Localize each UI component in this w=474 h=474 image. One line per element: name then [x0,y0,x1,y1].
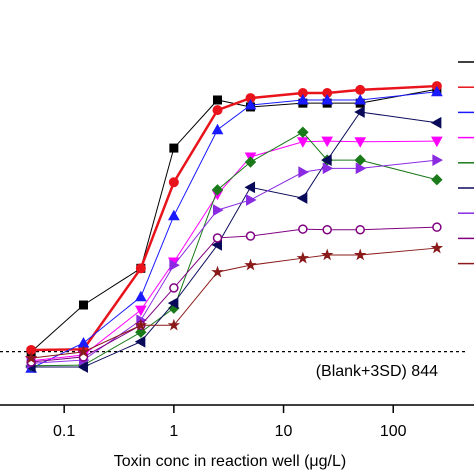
x-tick-label: 10 [275,423,293,440]
marker [430,241,444,254]
marker [321,154,332,166]
x-axis-label: Toxin conc in reaction well (μg/L) [114,453,346,470]
marker [134,305,147,317]
marker [168,209,180,221]
marker [430,116,442,129]
marker [24,351,38,364]
marker [320,248,334,261]
marker [169,143,179,153]
marker [134,318,148,331]
marker [354,137,367,148]
marker [77,361,88,373]
series-line [31,247,437,359]
marker [354,106,365,118]
marker [212,233,223,243]
x-tick-label: 100 [380,423,407,440]
marker [211,184,224,196]
series-line [31,226,437,363]
marker [354,248,367,261]
annotation: (Blank+3SD) 844 [316,363,438,380]
marker [431,136,443,148]
marker [167,318,181,331]
marker [213,204,224,216]
x-tick-label: 0.1 [53,423,75,440]
marker [211,265,224,278]
marker [168,177,179,188]
marker [134,335,146,348]
marker [212,105,223,116]
marker [167,297,179,309]
marker [211,123,224,135]
marker [431,174,443,186]
x-tick-label: 1 [169,423,178,440]
marker [321,93,334,105]
marker [355,84,366,95]
marker [135,263,146,274]
marker [432,154,443,166]
marker [431,85,443,97]
series-line [31,140,437,362]
marker [213,95,223,105]
marker [77,345,90,358]
series-line [30,91,437,369]
marker [432,222,442,232]
series-line [31,131,437,367]
marker [354,93,367,105]
marker [296,192,308,204]
marker [134,290,147,302]
marker [322,162,334,175]
marker [244,181,256,194]
series-line [31,84,437,352]
marker [169,259,180,271]
marker [245,231,256,241]
marker [298,166,309,178]
series-line [31,159,437,364]
marker [246,194,257,206]
marker [355,162,367,175]
marker [296,251,310,264]
marker [244,258,257,271]
marker [297,93,309,105]
marker [298,224,308,234]
marker [355,224,365,235]
marker [244,99,257,110]
marker [244,156,257,168]
marker [322,224,332,235]
marker [321,136,334,148]
marker [78,300,88,310]
marker [135,326,147,338]
series-line [30,88,437,353]
series-line [31,111,437,368]
marker [297,126,309,138]
marker [169,283,179,293]
